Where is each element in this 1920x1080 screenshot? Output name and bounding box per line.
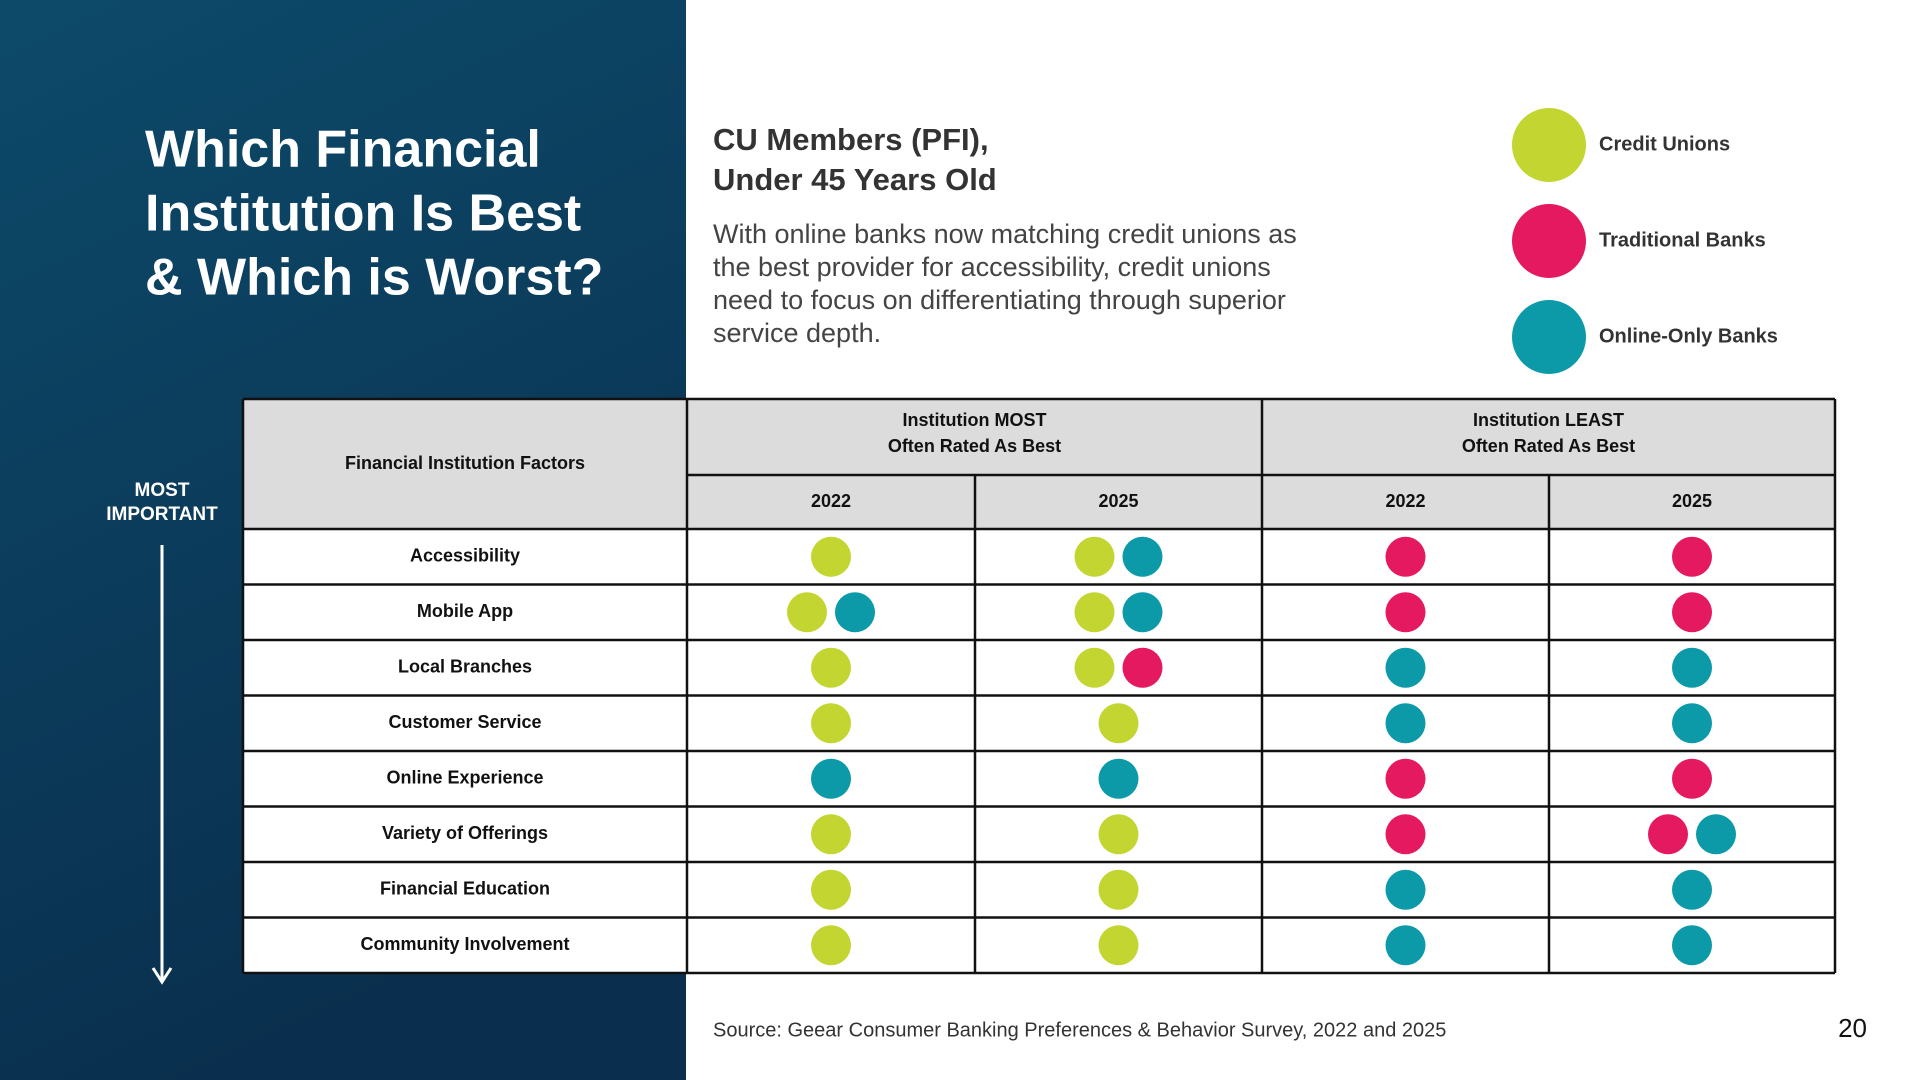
- title-line: Institution Is Best: [145, 185, 581, 243]
- year-header: 2025: [1098, 491, 1138, 511]
- group-header: Institution LEAST: [1473, 410, 1624, 430]
- dot: [1098, 703, 1139, 744]
- subtitle-line: CU Members (PFI),: [713, 122, 989, 157]
- dot: [1122, 647, 1163, 688]
- legend-swatch: [1512, 108, 1586, 182]
- dot: [1385, 647, 1426, 688]
- description-line: need to focus on differentiating through…: [713, 285, 1286, 315]
- factor-label: Mobile App: [417, 601, 513, 621]
- legend-swatch: [1512, 204, 1586, 278]
- dot: [1672, 536, 1712, 577]
- dot: [1672, 592, 1712, 633]
- side-label: MOST: [135, 480, 190, 501]
- dot: [1098, 758, 1139, 799]
- dot: [1385, 814, 1426, 855]
- dot: [1385, 703, 1426, 744]
- group-header: Often Rated As Best: [1462, 436, 1635, 456]
- year-header: 2022: [811, 491, 851, 511]
- title-line: & Which is Worst?: [145, 249, 603, 307]
- factor-label: Local Branches: [398, 657, 532, 677]
- dot: [811, 647, 851, 688]
- factor-label: Community Involvement: [360, 934, 569, 954]
- legend-swatch: [1512, 300, 1586, 374]
- dot: [811, 703, 851, 744]
- description-line: service depth.: [713, 318, 881, 348]
- dot: [1385, 925, 1426, 966]
- source: Source: Geear Consumer Banking Preferenc…: [713, 1019, 1446, 1041]
- dot: [811, 869, 851, 910]
- dot: [1385, 592, 1426, 633]
- dot: [1672, 703, 1712, 744]
- subtitle-line: Under 45 Years Old: [713, 162, 997, 197]
- group-header: Often Rated As Best: [888, 436, 1061, 456]
- year-header: 2022: [1385, 491, 1425, 511]
- factor-label: Accessibility: [410, 546, 520, 566]
- dot: [1098, 869, 1139, 910]
- arrow-head: [151, 967, 173, 985]
- side-label: IMPORTANT: [106, 504, 218, 525]
- page-number: 20: [1838, 1013, 1867, 1043]
- dot: [1672, 869, 1712, 910]
- table-header-bg: [243, 399, 1835, 529]
- dot: [1672, 647, 1712, 688]
- dot: [811, 758, 851, 799]
- dot: [811, 536, 851, 577]
- dot: [1122, 536, 1163, 577]
- dot: [1098, 814, 1139, 855]
- description-line: the best provider for accessibility, cre…: [713, 252, 1271, 282]
- dot: [787, 592, 827, 633]
- dot: [1074, 592, 1115, 633]
- legend-label: Online-Only Banks: [1599, 325, 1778, 347]
- dot: [1648, 814, 1688, 855]
- dot: [1385, 758, 1426, 799]
- dot: [1696, 814, 1736, 855]
- dot: [811, 814, 851, 855]
- description-line: With online banks now matching credit un…: [713, 219, 1297, 249]
- group-header: Institution MOST: [903, 410, 1047, 430]
- factor-label: Online Experience: [386, 768, 543, 788]
- dot: [1672, 758, 1712, 799]
- dot: [1385, 536, 1426, 577]
- dot: [811, 925, 851, 966]
- dot: [1098, 925, 1139, 966]
- dot: [1074, 536, 1115, 577]
- dot: [1074, 647, 1115, 688]
- factor-label: Financial Education: [380, 879, 550, 899]
- legend-label: Credit Unions: [1599, 133, 1730, 155]
- dot: [1385, 869, 1426, 910]
- dot: [1122, 592, 1163, 633]
- dot: [835, 592, 875, 633]
- year-header: 2025: [1672, 491, 1712, 511]
- legend-label: Traditional Banks: [1599, 229, 1766, 251]
- dot: [1672, 925, 1712, 966]
- factor-header: Financial Institution Factors: [345, 453, 585, 473]
- factor-label: Variety of Offerings: [382, 823, 548, 843]
- factor-label: Customer Service: [388, 712, 541, 732]
- title-line: Which Financial: [145, 121, 541, 179]
